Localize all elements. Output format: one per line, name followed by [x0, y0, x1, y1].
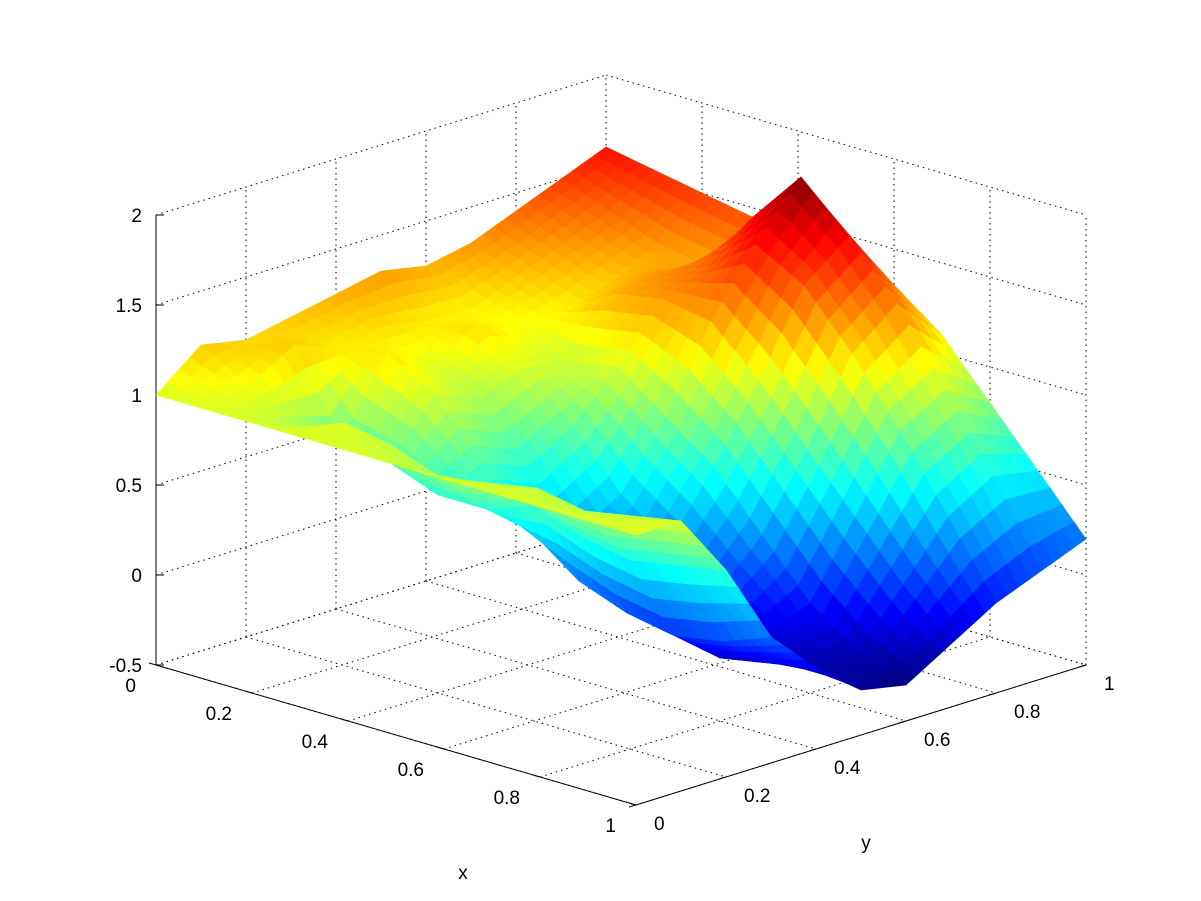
- z-tick-label: 0.5: [116, 476, 142, 497]
- y-tick-label: 0.2: [744, 786, 770, 807]
- surface-mesh: [155, 146, 1087, 691]
- y-tick-label: 0: [654, 814, 665, 835]
- x-tick-mark: [148, 662, 157, 666]
- y-tick-mark: [718, 776, 727, 780]
- z-tick-label: 2: [131, 206, 142, 227]
- grid-line: [155, 74, 607, 216]
- grid-line: [605, 74, 1087, 216]
- x-tick-label: 0.2: [206, 704, 232, 725]
- x-tick-label: 0: [125, 676, 136, 697]
- z-tick-label: 0: [131, 566, 142, 587]
- y-tick-label: 0.8: [1014, 702, 1040, 723]
- axis-lines: [148, 214, 1087, 808]
- surface-facet: [622, 528, 649, 536]
- x-axis-label: x: [458, 863, 468, 884]
- y-tick-mark: [898, 720, 907, 724]
- x-tick-label: 0.6: [398, 760, 424, 781]
- grid-line: [155, 524, 607, 666]
- grid-line: [245, 636, 727, 778]
- x-tick-label: 0.4: [302, 732, 329, 753]
- y-axis-label: y: [861, 833, 871, 854]
- x-tick-mark: [340, 718, 349, 722]
- x-tick-mark: [532, 774, 541, 778]
- grid-line: [425, 580, 907, 722]
- x-tick-label: 0.8: [494, 788, 520, 809]
- x-axis-line: [155, 664, 637, 806]
- y-tick-label: 0.6: [924, 730, 950, 751]
- y-tick-label: 1: [1104, 674, 1115, 695]
- z-tick-label: 1: [131, 386, 142, 407]
- z-tick-label: 1.5: [116, 296, 142, 317]
- x-tick-mark: [628, 802, 637, 806]
- x-tick-label: 1: [605, 816, 616, 837]
- x-tick-mark: [436, 746, 445, 750]
- y-tick-mark: [808, 748, 817, 752]
- grid-line: [155, 524, 607, 666]
- x-tick-mark: [244, 690, 253, 694]
- y-tick-mark: [988, 692, 997, 696]
- z-tick-label: -0.5: [109, 656, 142, 677]
- y-tick-mark: [628, 804, 637, 808]
- grid-line: [335, 608, 817, 750]
- y-axis-line: [635, 664, 1087, 806]
- y-tick-mark: [1078, 664, 1087, 668]
- y-tick-label: 0.4: [834, 758, 861, 779]
